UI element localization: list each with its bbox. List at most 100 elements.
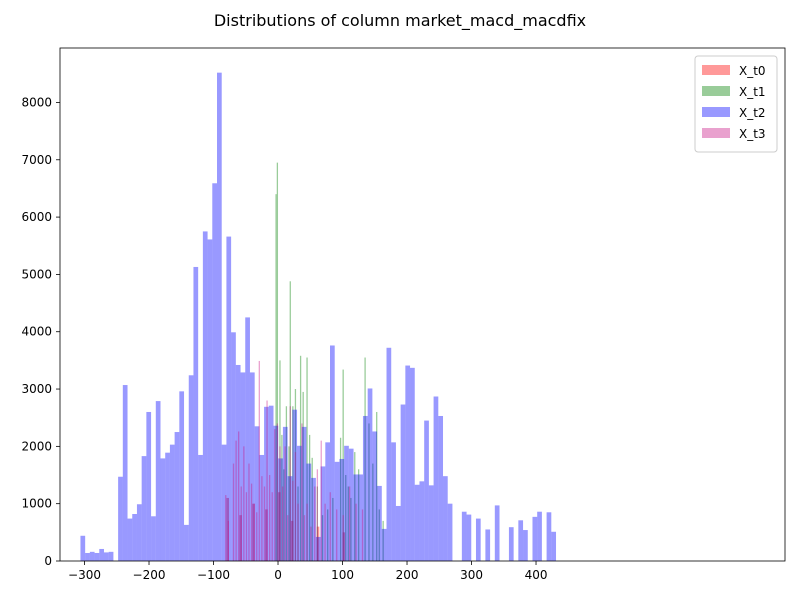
bar-X_t2-49	[311, 477, 316, 561]
x-tick-label: −100	[197, 568, 230, 582]
bar-X_t2-71	[414, 484, 420, 561]
legend-swatch-X_t3	[702, 128, 730, 138]
bar-X_t2-42	[278, 458, 283, 561]
bar-X_t1-2	[279, 360, 281, 561]
bar-X_t2-64	[381, 528, 387, 561]
bar-X_t3-33	[316, 469, 319, 561]
legend-label-X_t0: X_t0	[739, 64, 766, 78]
bar-X_t2-32	[231, 332, 236, 561]
legend-label-X_t3: X_t3	[739, 127, 766, 141]
y-tick-label: 8000	[21, 95, 52, 109]
bar-X_t3-41	[361, 509, 364, 561]
bar-X_t1-5	[285, 406, 288, 561]
bar-X_t3-16	[268, 475, 271, 561]
bar-X_t2-12	[136, 504, 142, 561]
bar-X_t2-19	[169, 444, 175, 561]
bar-X_t2-40	[268, 405, 274, 561]
x-tick-label: −300	[68, 568, 101, 582]
bar-X_t2-51	[320, 466, 326, 561]
bar-X_t2-39	[264, 406, 269, 561]
bar-X_t3-19	[276, 423, 279, 561]
bar-X_t3-4	[238, 431, 240, 561]
bar-X_t3-2	[232, 463, 235, 561]
bar-X_t2-96	[532, 516, 538, 561]
bar-X_t2-4	[99, 548, 104, 561]
bar-X_t2-3	[94, 552, 100, 561]
plot-area	[60, 48, 785, 561]
bar-X_t2-53	[330, 345, 335, 561]
bar-X_t2-18	[165, 452, 170, 561]
bar-X_t1-30	[376, 411, 378, 561]
bar-X_t2-14	[146, 411, 152, 561]
bar-X_t2-5	[103, 552, 109, 561]
bar-X_t0-1	[239, 515, 242, 561]
bar-X_t3-36	[329, 492, 331, 561]
bar-X_t2-86	[485, 529, 491, 561]
x-tick-label: 300	[460, 568, 483, 582]
bar-X_t2-27	[207, 239, 213, 561]
plot-frame	[59, 47, 786, 562]
bar-X_t1-3	[281, 434, 283, 561]
bar-X_t2-15	[151, 516, 156, 561]
bar-X_t2-2	[89, 551, 95, 561]
bar-X_t2-11	[132, 514, 137, 561]
bar-X_t2-13	[141, 456, 147, 561]
bar-X_t2-52	[325, 442, 331, 561]
bar-X_t1-17	[321, 515, 324, 561]
bar-X_t2-44	[287, 476, 293, 561]
bar-X_t0-4	[278, 492, 281, 561]
bar-X_t2-77	[443, 476, 448, 561]
bar-X_t3-18	[274, 429, 276, 561]
legend-label-X_t1: X_t1	[739, 85, 766, 99]
chart-title: Distributions of column market_macd_macd…	[214, 11, 586, 31]
bar-X_t3-29	[303, 515, 306, 561]
bar-X_t1-25	[354, 452, 356, 561]
bar-X_t3-12	[258, 360, 260, 561]
bar-X_t2-66	[391, 442, 396, 561]
bar-X_t1-12	[302, 391, 304, 561]
bar-X_t2-22	[184, 524, 189, 561]
bar-X_t3-37	[336, 509, 338, 561]
bar-X_t1-13	[306, 357, 308, 561]
bar-X_t2-100	[551, 531, 557, 561]
bar-X_t3-40	[355, 503, 357, 561]
bar-X_t2-99	[546, 512, 552, 561]
bar-X_t2-36	[249, 372, 255, 561]
bar-X_t2-82	[466, 514, 472, 561]
bar-X_t1-28	[368, 423, 370, 561]
bar-X_t1-20	[339, 437, 342, 561]
bar-X_t2-60	[362, 415, 368, 561]
bars-layer	[80, 72, 557, 562]
bar-X_t2-37	[254, 426, 260, 561]
bar-X_t2-1	[85, 552, 90, 561]
bar-X_t3-6	[243, 446, 245, 561]
bar-X_t2-47	[301, 426, 307, 561]
bar-X_t2-81	[461, 511, 467, 561]
bar-X_t3-27	[297, 503, 299, 561]
bar-X_t3-31	[310, 526, 312, 561]
y-axis: 0 1000 2000 3000 4000 5000 6000 7000 8000	[21, 95, 60, 568]
bar-X_t2-63	[377, 485, 382, 561]
bar-X_t1-9	[294, 389, 297, 561]
bar-X_t1-18	[327, 509, 329, 561]
bar-X_t2-78	[447, 503, 453, 561]
bar-X_t3-8	[248, 463, 250, 561]
bar-X_t3-0	[225, 495, 227, 561]
bar-X_t1-15	[311, 457, 313, 561]
bar-X_t3-21	[281, 486, 284, 561]
bar-X_t2-72	[419, 481, 425, 561]
bar-X_t3-9	[250, 483, 253, 561]
bar-X_t2-21	[179, 391, 185, 561]
bar-X_t3-38	[342, 515, 344, 561]
bar-X_t2-54	[334, 461, 340, 561]
bar-X_t2-48	[306, 463, 312, 561]
bar-X_t2-43	[282, 426, 288, 561]
legend: X_t0 X_t1 X_t2 X_t3	[694, 55, 778, 153]
legend-swatch-X_t0	[702, 65, 730, 75]
bar-X_t2-10	[127, 518, 133, 561]
bar-X_t2-20	[174, 432, 180, 561]
bar-X_t2-29	[217, 72, 222, 562]
y-tick-label: 1000	[21, 497, 52, 511]
bar-X_t2-61	[367, 388, 373, 561]
x-tick-label: 100	[331, 568, 354, 582]
